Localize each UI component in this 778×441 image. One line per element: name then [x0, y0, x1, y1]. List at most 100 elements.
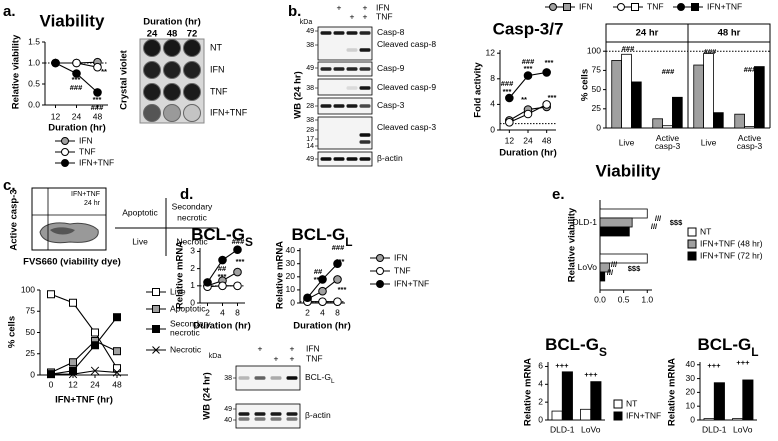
bar	[652, 118, 663, 129]
significance-mark: ///	[655, 214, 662, 223]
y-axis-label: Fold activity	[473, 62, 484, 118]
blot-band	[359, 157, 371, 161]
treatment-sign: +	[363, 11, 368, 21]
x-tick-label: 1.0	[641, 294, 653, 304]
y-tick-label: DLD-1	[572, 217, 597, 227]
point	[93, 88, 102, 97]
bar	[621, 53, 632, 129]
bar	[590, 381, 602, 421]
blot-band	[346, 104, 358, 108]
blot-band	[254, 376, 266, 380]
plate-side-label: Crystal violet	[119, 49, 130, 109]
panel-label: e.	[552, 186, 565, 203]
point	[91, 328, 99, 337]
legend-swatch	[687, 227, 697, 237]
legend-marker	[61, 159, 69, 167]
legend-swatch	[687, 239, 697, 249]
blot-band	[346, 48, 358, 52]
y-tick-label: 1.5	[28, 36, 40, 46]
blot-band	[286, 412, 298, 416]
legend-marker	[376, 267, 384, 275]
x-axis-label: Duration (hr)	[293, 321, 351, 332]
legend-label: IFN	[394, 252, 408, 262]
legend-marker	[376, 254, 384, 262]
point	[72, 58, 81, 68]
treatment-label: TNF	[306, 353, 323, 363]
kda-marker: 40	[224, 417, 232, 424]
plate-header: Duration (hr)	[143, 17, 201, 28]
y-tick-label: 3	[190, 246, 195, 256]
significance-mark: ***	[338, 285, 347, 294]
significance-mark: ###	[744, 65, 757, 74]
bar	[703, 418, 715, 421]
legend-marker	[152, 325, 160, 333]
legend-marker	[152, 346, 160, 354]
well	[163, 83, 181, 101]
y-tick-label: 0.5	[28, 78, 40, 88]
band-name: Cleaved casp-9	[377, 82, 436, 92]
title: Viability	[40, 11, 105, 30]
significance-mark: +++	[707, 361, 721, 370]
point	[90, 366, 100, 375]
title-main: BCL-G	[545, 335, 599, 354]
x-tick-label: 0	[49, 379, 54, 389]
legend-label: TNF	[394, 265, 411, 275]
blot-band	[346, 157, 358, 161]
band-name: Cleaved casp-8	[377, 39, 436, 49]
legend-label: Live	[170, 286, 186, 296]
title: Casp-3/7	[493, 19, 564, 38]
legend-label: TNF	[79, 146, 96, 156]
bar	[631, 81, 642, 129]
significance-mark: +++	[555, 361, 569, 370]
y-tick-label: 2	[538, 396, 543, 406]
blot-band	[359, 104, 371, 108]
title: BCL-GL	[697, 335, 758, 359]
x-tick-label: LoVo	[581, 424, 601, 434]
legend-label: IFN	[79, 135, 93, 145]
legend-label: IFN	[579, 1, 593, 11]
significance-mark: ***	[548, 93, 557, 102]
x-axis-label: Duration (hr)	[499, 148, 557, 159]
quadrant-label: Necrotic	[176, 236, 208, 246]
bar	[734, 113, 745, 129]
y-axis-label: Relative mRNA	[175, 241, 186, 309]
well	[163, 104, 181, 122]
legend-marker	[691, 3, 699, 11]
kda-marker: 49	[306, 65, 314, 72]
y-tick-label: 0	[190, 297, 195, 307]
significance-mark: ***	[93, 95, 102, 104]
treatment-sign: +	[274, 353, 279, 363]
legend-marker	[152, 288, 160, 296]
blot-band	[270, 376, 282, 380]
x-tick-label: DLD-1	[702, 424, 727, 434]
y-axis-label: % cells	[580, 69, 591, 101]
blot-strip	[317, 61, 373, 77]
point	[93, 62, 102, 72]
facet-label: 48 hr	[718, 28, 741, 39]
legend-marker	[152, 305, 160, 313]
blot-side-label: WB (24 hr)	[293, 71, 304, 119]
legend-marker	[617, 3, 625, 11]
significance-mark: ***	[545, 58, 554, 67]
blot-band	[346, 86, 358, 90]
text-line: Secondary	[170, 319, 211, 329]
bar	[672, 96, 683, 129]
plate-column: 24	[147, 29, 158, 40]
legend-swatch	[613, 411, 623, 421]
point	[113, 313, 121, 322]
well	[143, 61, 161, 79]
blot-band	[320, 31, 332, 35]
y-tick-label: 40	[686, 359, 696, 369]
point	[69, 358, 77, 367]
legend-label: Secondary necrotic	[170, 319, 211, 338]
point	[542, 100, 551, 109]
kda-marker: 38	[306, 85, 314, 92]
significance-mark: **	[101, 67, 107, 76]
x-axis-label: Duration (hr)	[193, 321, 251, 332]
point	[91, 341, 99, 350]
blot-band	[254, 412, 266, 416]
point	[233, 245, 242, 255]
band-label: Casp-3	[377, 100, 405, 110]
legend-swatch	[613, 399, 623, 409]
y-tick-label: 0.0	[28, 99, 40, 109]
